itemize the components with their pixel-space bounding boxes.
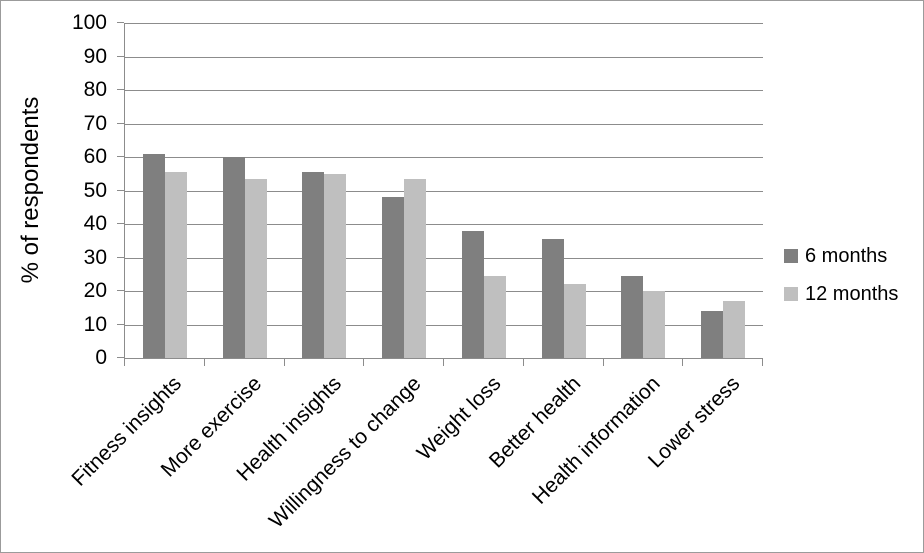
y-tick-label: 60 (83, 145, 107, 168)
gridline (125, 324, 763, 326)
bar (461, 230, 484, 358)
gridline (125, 190, 763, 192)
bar (563, 284, 586, 358)
legend-item: 12 months (784, 282, 898, 306)
x-tick-mark (602, 359, 604, 366)
bar (541, 239, 564, 358)
gridline (125, 56, 763, 58)
plot-area (124, 23, 763, 359)
y-tick-mark (117, 323, 124, 325)
bar (324, 173, 347, 358)
legend-swatch-icon (784, 249, 798, 263)
gridline (125, 291, 763, 292)
bar (483, 275, 506, 358)
bar (164, 172, 187, 358)
bar (142, 153, 165, 358)
gridline (125, 23, 763, 24)
y-tick-mark (117, 122, 124, 124)
y-tick-label: 100 (71, 11, 107, 34)
gridline (125, 123, 763, 125)
legend-swatch-icon (784, 287, 798, 301)
bar (222, 157, 245, 358)
x-tick-mark (682, 359, 684, 366)
gridline (125, 257, 763, 259)
y-tick-label: 30 (83, 245, 107, 269)
bar (643, 291, 666, 358)
legend-label: 12 months (805, 282, 899, 305)
y-tick-mark (117, 189, 124, 191)
x-tick-mark (762, 359, 763, 366)
x-tick-mark (443, 359, 444, 366)
y-tick-mark (117, 223, 124, 224)
bar (382, 197, 405, 358)
y-tick-label: 0 (95, 346, 107, 369)
x-category-label: Willingness to change (264, 372, 426, 533)
bar (723, 301, 746, 358)
y-tick-mark (117, 89, 124, 90)
gridline (125, 157, 763, 158)
y-tick-label: 20 (83, 279, 107, 302)
y-tick-mark (117, 256, 124, 258)
x-tick-mark (522, 359, 524, 366)
bar (621, 275, 644, 358)
y-tick-mark (117, 22, 124, 23)
bar (701, 311, 724, 358)
legend: 6 months 12 months (784, 244, 898, 320)
x-tick-mark (203, 359, 205, 366)
x-tick-mark (363, 359, 365, 366)
y-tick-label: 70 (83, 111, 107, 135)
legend-item: 6 months (784, 244, 898, 268)
gridline (125, 90, 763, 91)
y-tick-label: 10 (83, 312, 107, 336)
y-tick-label: 40 (83, 212, 107, 235)
y-tick-label: 50 (83, 178, 107, 202)
bar (404, 178, 427, 358)
x-tick-mark (124, 359, 125, 366)
y-tick-mark (117, 357, 124, 358)
y-tick-mark (117, 290, 124, 291)
bar (244, 178, 267, 358)
bar (302, 172, 325, 358)
y-tick-mark (117, 55, 124, 57)
x-tick-mark (283, 359, 285, 366)
y-tick-label: 80 (83, 78, 107, 101)
y-tick-mark (117, 156, 124, 157)
gridline (125, 224, 763, 225)
y-tick-label: 90 (83, 44, 107, 68)
legend-label: 6 months (805, 244, 888, 267)
